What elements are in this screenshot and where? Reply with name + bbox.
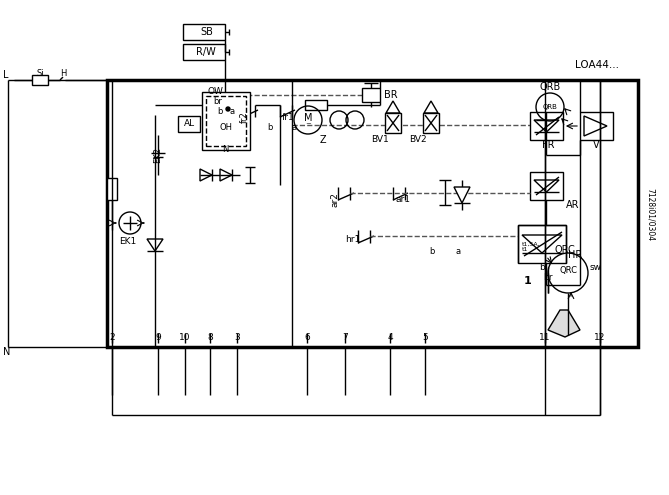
Text: OW: OW: [207, 88, 223, 97]
Bar: [107, 80, 638, 347]
Text: M: M: [304, 113, 312, 123]
Bar: [32, 75, 48, 85]
Text: a: a: [292, 122, 296, 132]
Bar: [183, 44, 225, 60]
Bar: [206, 96, 246, 146]
Text: BR: BR: [384, 90, 397, 100]
Text: L: L: [3, 70, 9, 80]
Bar: [385, 113, 401, 133]
Text: HR: HR: [568, 250, 582, 260]
Text: N: N: [3, 347, 11, 357]
Text: SB: SB: [200, 27, 213, 37]
Text: b: b: [429, 248, 435, 256]
Text: AR: AR: [566, 200, 579, 210]
Text: ~: ~: [305, 121, 311, 127]
Text: br: br: [543, 273, 553, 282]
Text: 7128i01/0304: 7128i01/0304: [646, 189, 654, 242]
Bar: [183, 24, 225, 40]
Bar: [178, 116, 200, 132]
Bar: [518, 225, 566, 263]
Text: 11: 11: [539, 333, 551, 342]
Text: H: H: [60, 68, 66, 78]
Text: 8: 8: [207, 333, 213, 342]
Text: b: b: [268, 122, 273, 132]
Text: 12: 12: [594, 333, 605, 342]
Text: ar1: ar1: [395, 196, 410, 204]
Text: AL: AL: [183, 119, 195, 129]
Text: a: a: [229, 107, 235, 116]
Bar: [202, 92, 250, 150]
Text: V: V: [593, 140, 599, 150]
Bar: [530, 172, 563, 200]
Text: 5: 5: [422, 333, 428, 342]
Bar: [362, 88, 380, 102]
Text: Z: Z: [320, 135, 326, 145]
Text: b: b: [217, 107, 223, 116]
Text: QRB: QRB: [543, 104, 557, 110]
Polygon shape: [548, 310, 580, 337]
Text: QRB: QRB: [539, 82, 561, 92]
Text: a: a: [456, 248, 460, 256]
Bar: [107, 178, 117, 200]
Bar: [423, 113, 439, 133]
Text: 上海德仁电子科技有限公司: 上海德仁电子科技有限公司: [205, 193, 314, 207]
Bar: [530, 112, 563, 140]
Text: EK2: EK2: [153, 147, 163, 163]
Text: 4: 4: [387, 333, 393, 342]
Text: 6: 6: [304, 333, 310, 342]
Text: QRC: QRC: [559, 265, 577, 275]
Text: 3: 3: [234, 333, 240, 342]
Text: sw: sw: [590, 262, 602, 271]
Text: LOA44...: LOA44...: [575, 60, 619, 70]
Text: 9: 9: [155, 333, 161, 342]
Text: 2: 2: [109, 333, 115, 342]
Text: Si: Si: [36, 68, 43, 78]
Text: br: br: [213, 98, 222, 106]
Text: fr1: fr1: [282, 112, 295, 121]
Text: 1: 1: [524, 276, 532, 286]
Circle shape: [226, 107, 230, 111]
Text: fr2: fr2: [240, 111, 249, 123]
Text: R/W: R/W: [196, 47, 215, 57]
Text: QRC: QRC: [555, 245, 575, 255]
Text: N: N: [222, 146, 228, 154]
Text: 10: 10: [179, 333, 191, 342]
Text: 7: 7: [342, 333, 348, 342]
Text: EK1: EK1: [119, 237, 136, 246]
Text: hr1: hr1: [345, 236, 360, 245]
Text: OH: OH: [219, 122, 233, 132]
Polygon shape: [454, 187, 470, 203]
Text: t1,SA,
t1: t1,SA, t1: [522, 242, 541, 252]
Text: BV2: BV2: [409, 136, 427, 145]
Text: ar2: ar2: [330, 193, 339, 207]
Text: BV1: BV1: [371, 136, 389, 145]
Text: bl: bl: [539, 262, 547, 271]
Bar: [305, 100, 327, 110]
Bar: [580, 112, 613, 140]
Text: FR: FR: [542, 140, 554, 150]
